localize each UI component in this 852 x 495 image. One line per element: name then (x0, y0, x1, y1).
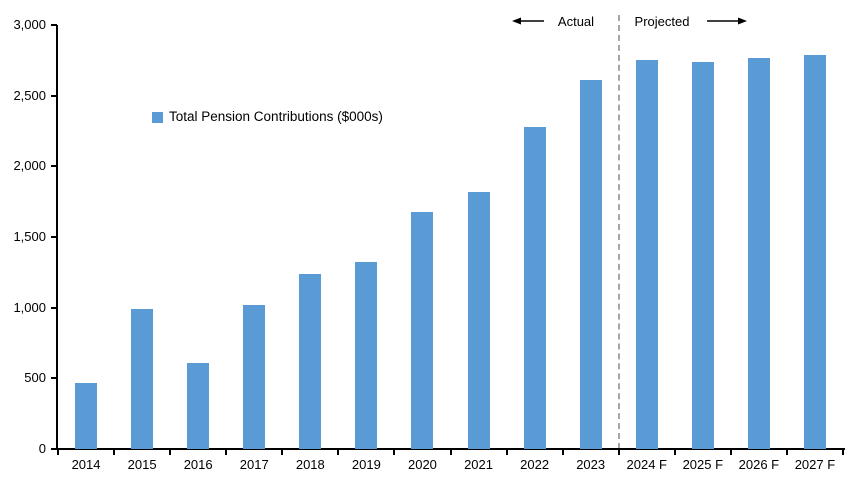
x-tick-mark (729, 448, 732, 455)
y-tick-mark (51, 448, 57, 450)
bar-2020 (411, 211, 434, 449)
x-tick-label-2017: 2017 (239, 457, 269, 472)
y-tick-label: 2,000 (13, 158, 46, 174)
y-tick-label: 0 (38, 441, 46, 456)
x-tick-mark (57, 448, 59, 455)
y-tick-mark (51, 94, 57, 97)
y-tick-label: 2,500 (13, 87, 46, 103)
x-tick-mark (561, 448, 564, 455)
bar-2017 (243, 304, 266, 449)
y-tick-mark (51, 377, 57, 380)
bar-2019 (355, 262, 378, 449)
bar-2016 (187, 362, 210, 449)
x-tick-mark (673, 448, 676, 455)
x-tick-label-2025-f: 2025 F (682, 457, 724, 472)
right-arrow-icon (707, 17, 747, 25)
y-tick-mark (51, 306, 57, 309)
x-tick-label-2020: 2020 (407, 457, 437, 472)
x-tick-label-2021: 2021 (464, 457, 493, 472)
x-tick-label-2027-f: 2027 F (794, 457, 836, 472)
projected-label: Projected (634, 14, 690, 29)
separator-line (617, 15, 620, 449)
legend-label: Total Pension Contributions ($000s) (169, 109, 383, 124)
x-tick-label-2024-f: 2024 F (626, 457, 667, 472)
x-tick-mark (337, 448, 340, 455)
legend: Total Pension Contributions ($000s) (152, 109, 383, 125)
y-tick-mark (51, 24, 57, 26)
x-tick-label-2014: 2014 (71, 457, 101, 472)
bar-2022 (523, 126, 546, 449)
bar-2021 (467, 191, 490, 449)
bar-2024-f (635, 60, 658, 449)
x-tick-mark (113, 448, 116, 455)
x-tick-mark (449, 448, 452, 455)
y-tick-mark (51, 165, 57, 168)
y-tick-label: 1,000 (13, 299, 46, 315)
y-tick-mark (51, 236, 57, 238)
bar-2026-f (747, 58, 770, 449)
x-tick-mark (505, 448, 508, 455)
bar-2015 (131, 309, 154, 449)
bar-2025-f (691, 61, 714, 449)
x-tick-mark (393, 448, 396, 455)
x-tick-mark (785, 448, 788, 455)
x-tick-mark (281, 448, 284, 455)
x-tick-mark (225, 448, 228, 455)
x-tick-label-2022: 2022 (520, 457, 550, 472)
y-axis-line (56, 25, 58, 449)
x-tick-label-2019: 2019 (351, 457, 381, 472)
x-tick-mark (617, 448, 620, 455)
x-tick-mark (842, 448, 844, 455)
actual-label: Actual (557, 14, 595, 29)
x-tick-label-2016: 2016 (183, 457, 213, 472)
left-arrow-icon (512, 17, 544, 25)
bar-2027-f (803, 54, 826, 449)
x-tick-label-2015: 2015 (127, 457, 157, 472)
y-tick-label: 1,500 (13, 229, 46, 244)
bar-2014 (75, 382, 98, 449)
x-tick-mark (169, 448, 172, 455)
bar-2018 (299, 273, 322, 449)
x-tick-label-2023: 2023 (576, 457, 606, 472)
y-tick-label: 500 (24, 370, 46, 386)
y-tick-label: 3,000 (13, 17, 46, 32)
x-tick-label-2018: 2018 (295, 457, 325, 472)
bar-2023 (579, 80, 602, 449)
x-tick-label-2026-f: 2026 F (738, 457, 780, 472)
legend-marker-icon (152, 111, 163, 123)
